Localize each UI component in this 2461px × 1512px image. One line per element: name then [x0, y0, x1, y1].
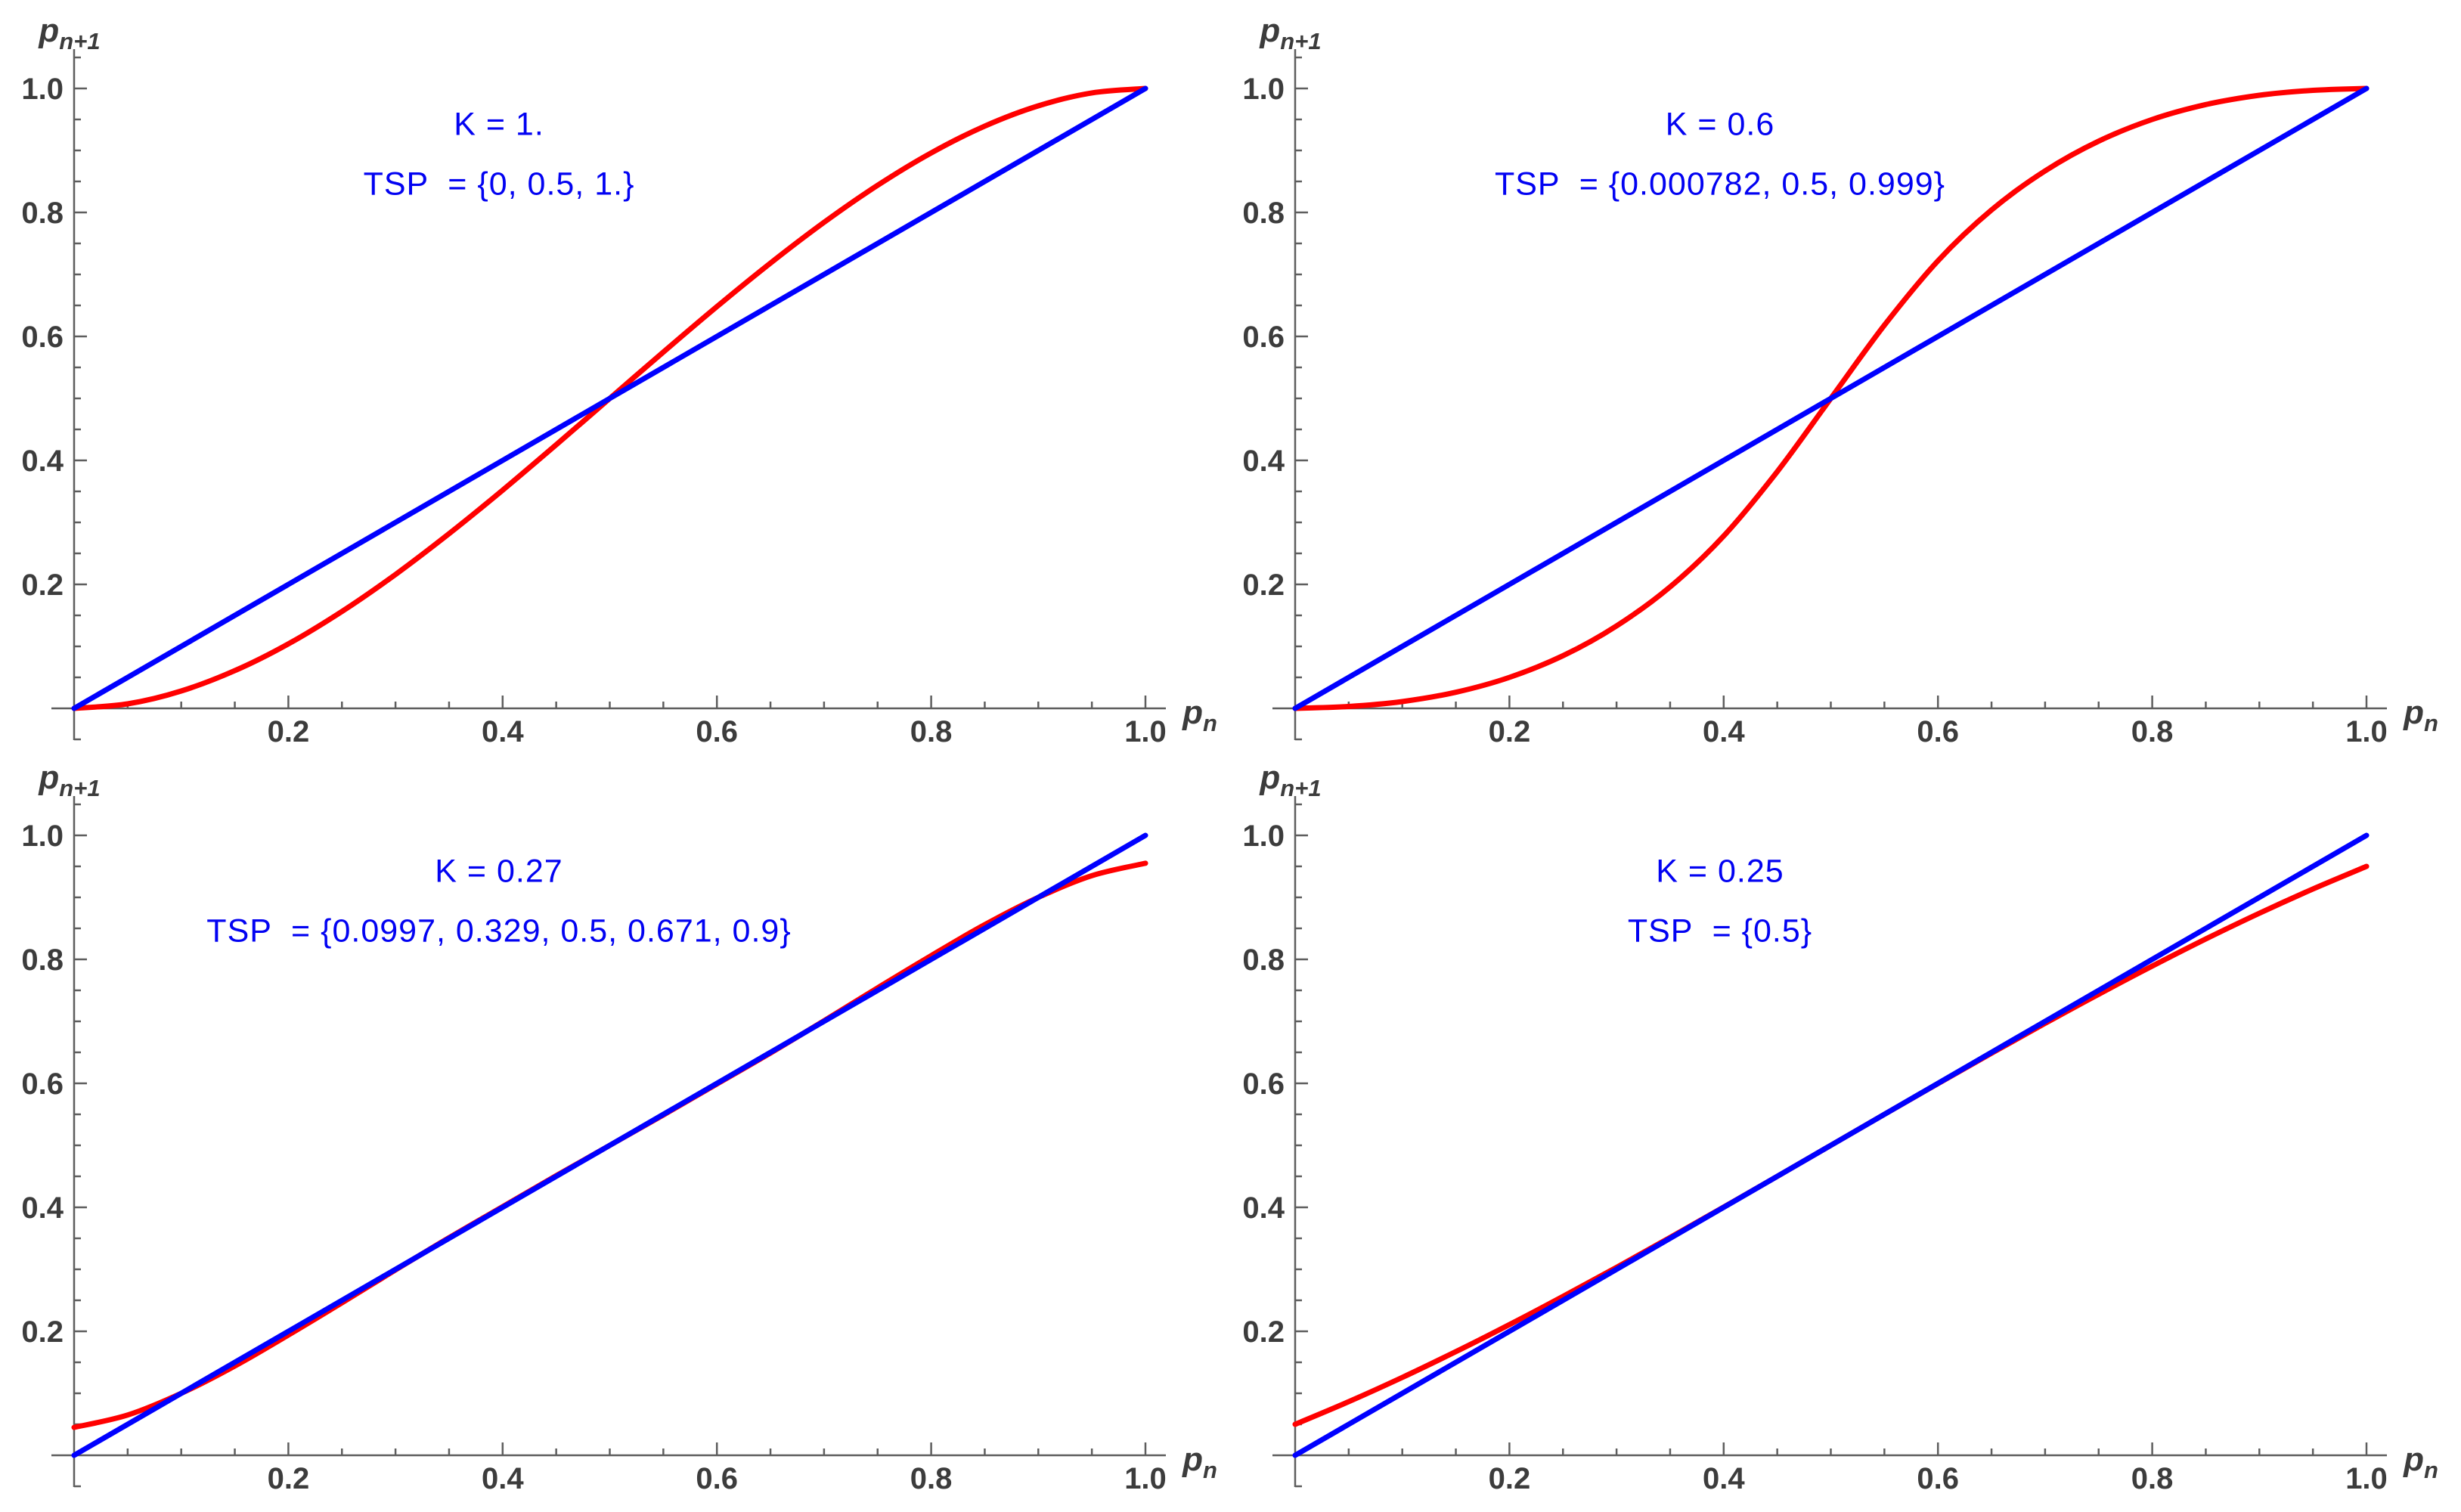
- x-axis-label-base: p: [2404, 1441, 2424, 1478]
- x-axis-label-sub: n: [1202, 709, 1217, 736]
- subplot-bottom-right: 0.2 0.2 0.4 0.4 0.6 0.6 0.8 0.8 1.0 1.0: [1242, 796, 2388, 1495]
- identity-line: [71, 85, 1148, 711]
- y-tick-label: 1.0: [21, 73, 64, 106]
- x-tick-label: 0.8: [910, 715, 953, 748]
- y-tick-label: 0.8: [21, 197, 64, 230]
- y-tick-label: 0.8: [1242, 943, 1285, 977]
- y-axis-label-base: p: [39, 759, 60, 796]
- y-tick-label: 0.2: [21, 1315, 64, 1349]
- y-tick-label: 0.6: [1242, 321, 1285, 354]
- annotation-tsp-bottom-right: TSP = {0.5}: [1627, 912, 1813, 950]
- y-tick-label: 0.8: [21, 943, 64, 977]
- annotation-k-bottom-left: K = 0.27: [435, 853, 563, 890]
- x-axis-label-sub: n: [2423, 1456, 2438, 1483]
- y-axis-label: pn+1: [39, 12, 100, 53]
- x-tick-label: 0.2: [1489, 715, 1531, 748]
- y-tick-label: 0.2: [1242, 1315, 1285, 1349]
- annotation-k-top-right: K = 0.6: [1665, 106, 1775, 143]
- y-axis-label-sub: n+1: [59, 774, 101, 801]
- x-tick-label: 0.4: [482, 1462, 524, 1495]
- y-tick-label: 0.2: [1242, 569, 1285, 602]
- y-axis-label: pn+1: [1260, 12, 1321, 53]
- annotation-k-bottom-right: K = 0.25: [1656, 853, 1784, 890]
- annotation-tsp-top-right: TSP = {0.000782, 0.5, 0.999}: [1494, 166, 1946, 203]
- y-tick-label: 0.4: [21, 1191, 64, 1225]
- y-tick-label: 0.6: [21, 321, 64, 354]
- x-axis-label-base: p: [2404, 694, 2424, 731]
- x-axis-label-sub: n: [2423, 709, 2438, 736]
- x-tick-label: 1.0: [2345, 1462, 2388, 1495]
- subplot-bottom-left: 0.2 0.2 0.4 0.4 0.6 0.6 0.8 0.8 1.0 1.0: [21, 796, 1167, 1495]
- y-axis-label-sub: n+1: [1280, 774, 1322, 801]
- x-axis-label-sub: n: [1202, 1456, 1217, 1483]
- x-tick-label: 0.2: [268, 715, 310, 748]
- x-axis-label: pn: [1182, 1441, 1217, 1482]
- x-tick-label: 0.8: [2131, 1462, 2174, 1495]
- x-tick-label: 0.2: [268, 1462, 310, 1495]
- y-axis-label-sub: n+1: [59, 27, 101, 54]
- y-axis-label-base: p: [39, 12, 60, 49]
- y-tick-label: 0.8: [1242, 197, 1285, 230]
- annotation-tsp-bottom-left: TSP = {0.0997, 0.329, 0.5, 0.671, 0.9}: [206, 912, 792, 950]
- y-tick-label: 0.4: [21, 445, 64, 478]
- y-axis-label-base: p: [1260, 12, 1281, 49]
- x-tick-label: 0.6: [1917, 715, 1959, 748]
- annotation-tsp-top-left: TSP = {0, 0.5, 1.}: [363, 166, 635, 203]
- x-axis-label: pn: [2404, 694, 2438, 735]
- x-tick-label: 1.0: [1124, 715, 1167, 748]
- annotation-k-top-left: K = 1.: [454, 106, 544, 143]
- x-tick-label: 0.8: [910, 1462, 953, 1495]
- y-axis-label: pn+1: [1260, 759, 1321, 800]
- x-tick-label: 0.2: [1489, 1462, 1531, 1495]
- identity-line: [71, 832, 1148, 1458]
- x-tick-label: 0.4: [482, 715, 524, 748]
- y-axis-label: pn+1: [39, 759, 100, 800]
- y-tick-label: 1.0: [21, 820, 64, 853]
- identity-line: [1292, 85, 2370, 711]
- y-tick-label: 0.4: [1242, 445, 1285, 478]
- y-tick-label: 1.0: [1242, 820, 1285, 853]
- x-tick-label: 1.0: [1124, 1462, 1167, 1495]
- x-tick-label: 0.8: [2131, 715, 2174, 748]
- x-tick-label: 0.4: [1703, 715, 1745, 748]
- y-axis-label-sub: n+1: [1280, 27, 1322, 54]
- x-tick-label: 1.0: [2345, 715, 2388, 748]
- y-tick-label: 0.4: [1242, 1191, 1285, 1225]
- x-axis-label-base: p: [1182, 694, 1203, 731]
- identity-line: [1292, 832, 2370, 1458]
- y-axis-label-base: p: [1260, 759, 1281, 796]
- x-axis-label: pn: [2404, 1441, 2438, 1482]
- x-tick-label: 0.6: [696, 715, 738, 748]
- x-axis-label: pn: [1182, 694, 1217, 735]
- x-tick-label: 0.6: [1917, 1462, 1959, 1495]
- x-tick-label: 0.6: [696, 1462, 738, 1495]
- subplot-top-left: 0.2 0.2 0.4 0.4 0.6 0.6 0.8 0.8 1.0 1.0: [21, 49, 1167, 748]
- y-tick-label: 0.6: [1242, 1067, 1285, 1101]
- x-tick-label: 0.4: [1703, 1462, 1745, 1495]
- subplot-top-right: 0.2 0.2 0.4 0.4 0.6 0.6 0.8 0.8 1.0 1.0: [1242, 49, 2388, 748]
- y-tick-label: 0.2: [21, 569, 64, 602]
- y-tick-label: 1.0: [1242, 73, 1285, 106]
- x-axis-label-base: p: [1182, 1441, 1203, 1478]
- y-tick-label: 0.6: [21, 1067, 64, 1101]
